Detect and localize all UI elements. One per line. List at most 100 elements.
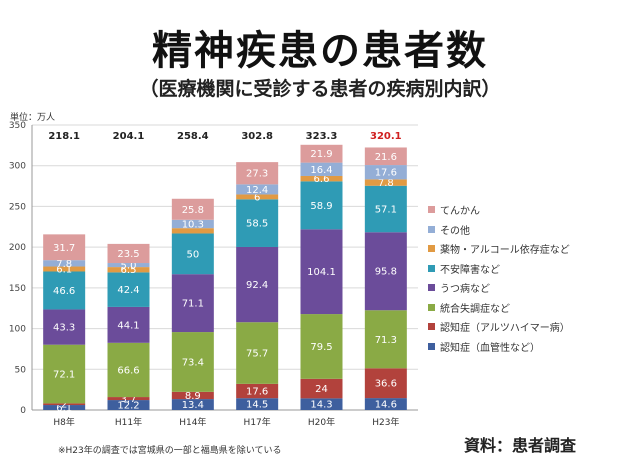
bar-segment	[171, 219, 214, 229]
bar-segment	[364, 368, 407, 399]
x-tick-label: H23年	[372, 416, 399, 428]
bar-segment	[236, 398, 279, 410]
legend-item: 統合失調症など	[428, 298, 570, 318]
data-label: 57.1	[375, 204, 397, 215]
x-tick-label: H8年	[53, 416, 75, 428]
bar-segment	[236, 246, 279, 323]
legend-item: その他	[428, 220, 570, 240]
legend-swatch	[428, 264, 435, 272]
bar-segment	[107, 263, 150, 268]
data-label: 14.5	[246, 400, 268, 411]
bar-segment	[364, 165, 407, 180]
y-tick-label: 200	[9, 243, 26, 253]
bar-segment	[364, 232, 407, 311]
data-label: 13.4	[182, 400, 204, 411]
x-tick-label: H17年	[244, 416, 271, 428]
legend-item: うつ病など	[428, 278, 570, 298]
total-label: 204.1	[113, 131, 145, 142]
data-label: 16.4	[310, 165, 332, 176]
legend-item: てんかん	[428, 200, 570, 220]
bar-segment	[300, 175, 343, 182]
bar-segment	[171, 228, 214, 234]
bar-segment	[107, 342, 150, 398]
legend-label: 不安障害など	[440, 264, 500, 276]
bar-segment	[300, 398, 343, 410]
data-label: 50	[186, 249, 199, 260]
bar-segment	[43, 309, 86, 345]
data-label: 46.6	[53, 286, 75, 297]
data-label: 71.1	[182, 299, 204, 310]
data-label: 6.6	[314, 174, 330, 185]
data-label: 71.3	[375, 335, 397, 346]
data-label: 43.3	[53, 323, 75, 334]
unit-label: 単位：万人	[10, 113, 56, 123]
legend-swatch	[428, 245, 435, 253]
bar-segment	[43, 344, 86, 404]
y-tick-label: 50	[15, 365, 27, 375]
bar-segment	[107, 397, 150, 401]
data-label: 25.8	[182, 205, 204, 216]
data-label: 92.4	[246, 280, 268, 291]
data-label: 5.0	[121, 261, 137, 272]
bar-segment	[43, 403, 86, 406]
legend-label: 統合失調症など	[440, 303, 510, 315]
data-label: 12.2	[117, 401, 139, 412]
y-tick-label: 350	[9, 121, 26, 131]
bar-segment	[364, 398, 407, 410]
legend-item: 認知症（血管性など）	[428, 337, 570, 357]
total-label: 258.4	[177, 131, 209, 142]
legend-swatch	[428, 225, 435, 233]
y-tick-label: 100	[9, 325, 26, 335]
data-label: 27.3	[246, 169, 268, 180]
bar-segment	[364, 179, 407, 186]
data-label: 104.1	[307, 267, 336, 278]
y-tick-label: 150	[9, 284, 26, 294]
data-label: 95.8	[375, 267, 397, 278]
data-label: 72.1	[53, 370, 75, 381]
bar-segment	[300, 144, 343, 163]
data-label: 14.6	[375, 400, 397, 411]
y-tick-label: 0	[20, 406, 26, 416]
bar-segment	[107, 306, 150, 343]
data-label: 31.7	[53, 243, 75, 254]
data-label: 21.6	[375, 152, 397, 163]
bar-segment	[236, 199, 279, 247]
data-label: 21.9	[310, 149, 332, 160]
bar-segment	[300, 229, 343, 315]
legend-label: 認知症（血管性など）	[440, 342, 540, 354]
bar-segment	[300, 181, 343, 230]
bar-segment	[43, 266, 86, 272]
bar-segment	[171, 198, 214, 220]
legend-swatch	[428, 323, 435, 331]
legend-item: 不安障害など	[428, 259, 570, 279]
footnote: ※H23年の調査では宮城県の一部と福島県を除いている	[58, 446, 282, 456]
data-label: 10.3	[182, 219, 204, 230]
bar-segment	[171, 332, 214, 392]
bar-segment	[236, 322, 279, 384]
legend-swatch	[428, 303, 435, 311]
data-label: 75.7	[246, 349, 268, 360]
data-label: 17.6	[246, 387, 268, 398]
data-label: 7.8	[56, 259, 72, 270]
total-label: 218.1	[48, 131, 80, 142]
bar-segment	[107, 400, 150, 410]
bar-segment	[43, 234, 86, 261]
bar-segment	[236, 383, 279, 399]
bar-segment	[107, 243, 150, 264]
legend-swatch	[428, 342, 435, 350]
bar-segment	[107, 272, 150, 307]
data-label: 2	[61, 400, 67, 411]
data-label: 6	[254, 192, 260, 203]
data-label: 36.6	[375, 379, 397, 390]
data-label: 42.4	[117, 285, 139, 296]
page-subtitle: （医療機関に受診する患者の疾病別内訳）	[139, 78, 501, 100]
legend-label: うつ病など	[440, 284, 490, 296]
data-label: 24	[315, 384, 328, 395]
bar-segment	[236, 184, 279, 195]
x-tick-label: H11年	[115, 416, 142, 428]
data-label: 73.4	[182, 357, 204, 368]
x-tick-label: H20年	[308, 416, 335, 428]
bar-segment	[236, 162, 279, 185]
data-label: 12.4	[246, 185, 268, 196]
